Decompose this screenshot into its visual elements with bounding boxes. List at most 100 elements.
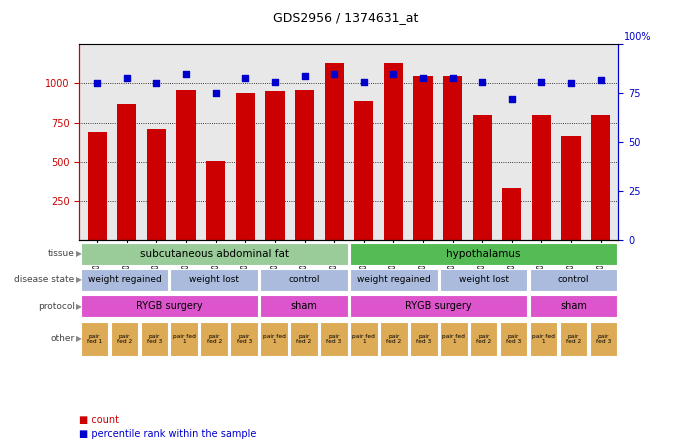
Point <box>210 90 221 97</box>
Point <box>565 80 576 87</box>
Bar <box>206 161 225 240</box>
Text: pair
fed 3: pair fed 3 <box>596 334 611 344</box>
Text: 100%: 100% <box>624 32 652 42</box>
Bar <box>440 321 468 357</box>
Text: pair fed
1: pair fed 1 <box>532 334 555 344</box>
Bar <box>561 136 580 240</box>
Text: ▶: ▶ <box>76 334 82 344</box>
Text: control: control <box>558 275 589 285</box>
Text: sham: sham <box>560 301 587 311</box>
Text: pair
fed 2: pair fed 2 <box>476 334 491 344</box>
Bar <box>236 93 255 240</box>
Text: hypothalamus: hypothalamus <box>446 249 521 259</box>
Text: pair
fed 2: pair fed 2 <box>207 334 222 344</box>
Point <box>92 80 103 87</box>
Bar <box>325 63 343 240</box>
Bar <box>413 75 433 240</box>
Text: weight lost: weight lost <box>459 275 509 285</box>
Bar <box>171 269 258 291</box>
Point <box>299 72 310 79</box>
Point <box>358 78 369 85</box>
Bar <box>350 269 437 291</box>
Text: pair
fed 2: pair fed 2 <box>566 334 581 344</box>
Text: control: control <box>288 275 320 285</box>
Bar <box>589 321 617 357</box>
Bar <box>384 63 403 240</box>
Text: weight regained: weight regained <box>357 275 430 285</box>
Bar <box>591 115 610 240</box>
Bar <box>261 295 348 317</box>
Bar <box>230 321 258 357</box>
Point <box>122 74 133 81</box>
Text: ■ count: ■ count <box>79 415 120 424</box>
Bar <box>81 295 258 317</box>
Point <box>536 78 547 85</box>
Text: pair
fed 2: pair fed 2 <box>386 334 401 344</box>
Text: GDS2956 / 1374631_at: GDS2956 / 1374631_at <box>273 11 418 24</box>
Bar <box>140 321 168 357</box>
Text: pair
fed 2: pair fed 2 <box>296 334 312 344</box>
Text: weight lost: weight lost <box>189 275 239 285</box>
Text: tissue: tissue <box>48 249 75 258</box>
Text: ▶: ▶ <box>76 249 82 258</box>
Point <box>269 78 281 85</box>
Bar <box>410 321 437 357</box>
Point <box>477 78 488 85</box>
Text: ■ percentile rank within the sample: ■ percentile rank within the sample <box>79 429 257 439</box>
Bar <box>81 321 108 357</box>
Text: pair
fed 3: pair fed 3 <box>506 334 521 344</box>
Text: disease state: disease state <box>15 275 75 285</box>
Bar <box>350 242 617 265</box>
Bar <box>111 321 138 357</box>
Text: pair fed
1: pair fed 1 <box>263 334 285 344</box>
Bar <box>146 129 166 240</box>
Bar <box>261 269 348 291</box>
Bar <box>320 321 348 357</box>
Bar <box>81 269 168 291</box>
Bar <box>176 90 196 240</box>
Text: other: other <box>50 334 75 344</box>
Point <box>388 70 399 77</box>
Point <box>417 74 428 81</box>
Bar <box>200 321 228 357</box>
Bar <box>81 242 348 265</box>
Bar <box>88 132 107 240</box>
Point <box>240 74 251 81</box>
Bar <box>532 115 551 240</box>
Bar <box>443 75 462 240</box>
Bar <box>350 321 378 357</box>
Bar <box>473 115 492 240</box>
Bar <box>560 321 587 357</box>
Text: pair
fed 1: pair fed 1 <box>87 334 102 344</box>
Text: pair fed
1: pair fed 1 <box>352 334 375 344</box>
Bar <box>530 295 617 317</box>
Point <box>447 74 458 81</box>
Text: protocol: protocol <box>37 301 75 311</box>
Text: pair
fed 2: pair fed 2 <box>117 334 132 344</box>
Bar <box>502 188 522 240</box>
Bar <box>350 295 527 317</box>
Point <box>507 95 518 103</box>
Bar <box>117 104 136 240</box>
Text: pair fed
1: pair fed 1 <box>442 334 465 344</box>
Point <box>151 80 162 87</box>
Text: RYGB surgery: RYGB surgery <box>136 301 202 311</box>
Text: weight regained: weight regained <box>88 275 161 285</box>
Text: ▶: ▶ <box>76 301 82 311</box>
Text: subcutaneous abdominal fat: subcutaneous abdominal fat <box>140 249 289 259</box>
Bar <box>354 101 373 240</box>
Bar <box>380 321 408 357</box>
Bar <box>261 321 288 357</box>
Point <box>595 76 606 83</box>
Bar <box>530 269 617 291</box>
Bar <box>290 321 318 357</box>
Bar <box>295 90 314 240</box>
Text: pair
fed 3: pair fed 3 <box>146 334 162 344</box>
Bar <box>500 321 527 357</box>
Bar <box>171 321 198 357</box>
Text: pair
fed 3: pair fed 3 <box>236 334 252 344</box>
Text: pair fed
1: pair fed 1 <box>173 334 196 344</box>
Text: RYGB surgery: RYGB surgery <box>406 301 472 311</box>
Bar <box>440 269 527 291</box>
Bar <box>530 321 558 357</box>
